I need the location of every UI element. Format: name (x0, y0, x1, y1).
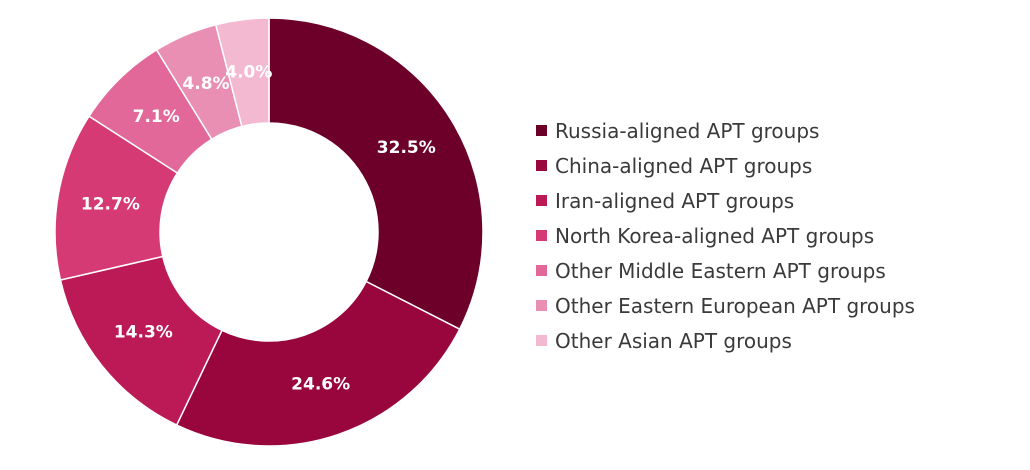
legend-item: Russia-aligned APT groups (536, 113, 915, 148)
legend-swatch (536, 160, 547, 171)
legend: Russia-aligned APT groups China-aligned A… (536, 113, 915, 358)
legend-label: Other Eastern European APT groups (555, 293, 915, 318)
legend-label: North Korea-aligned APT groups (555, 223, 875, 248)
legend-item: Other Asian APT groups (536, 323, 915, 358)
legend-swatch (536, 125, 547, 136)
legend-swatch (536, 195, 547, 206)
legend-label: China-aligned APT groups (555, 153, 813, 178)
legend-label: Other Middle Eastern APT groups (555, 258, 886, 283)
slice-value-label: 4.8% (182, 74, 229, 94)
slice-value-label: 7.1% (133, 107, 180, 127)
donut-slices (54, 17, 484, 447)
legend-item: China-aligned APT groups (536, 148, 915, 183)
legend-swatch (536, 335, 547, 346)
legend-item: North Korea-aligned APT groups (536, 218, 915, 253)
legend-label: Other Asian APT groups (555, 328, 792, 353)
slice-value-label: 32.5% (377, 138, 436, 158)
slice-value-label: 14.3% (114, 323, 173, 343)
legend-label: Iran-aligned APT groups (555, 188, 795, 213)
legend-item: Other Eastern European APT groups (536, 288, 915, 323)
legend-item: Other Middle Eastern APT groups (536, 253, 915, 288)
slice-value-label: 24.6% (291, 374, 350, 394)
donut-slice (268, 17, 484, 331)
donut-slice (214, 17, 270, 128)
legend-swatch (536, 300, 547, 311)
donut-slice (175, 280, 461, 447)
donut-slice (54, 115, 179, 281)
slice-value-label: 12.7% (81, 194, 140, 214)
legend-item: Iran-aligned APT groups (536, 183, 915, 218)
legend-swatch (536, 265, 547, 276)
legend-label: Russia-aligned APT groups (555, 118, 820, 143)
legend-swatch (536, 230, 547, 241)
donut-slice-labels: 32.5% 24.6% 14.3% 12.7% 7.1%4.8%4.0% (81, 62, 436, 394)
slice-value-label: 4.0% (225, 62, 272, 82)
donut-plot: 32.5% 24.6% 14.3% 12.7% 7.1%4.8%4.0% (54, 17, 484, 447)
